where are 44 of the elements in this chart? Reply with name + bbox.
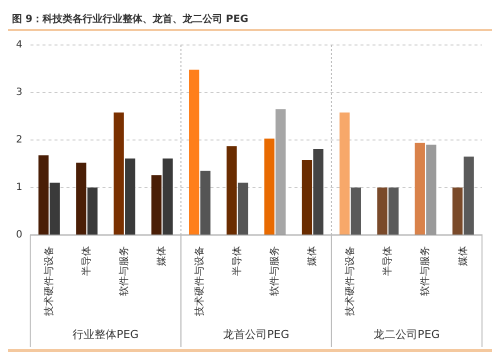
x-tick-label: 半导体 [382, 246, 394, 276]
bar [125, 158, 136, 234]
bar [388, 188, 399, 234]
x-tick-label: 技术硬件与设备 [344, 246, 356, 317]
x-tick-label: 媒体 [156, 246, 168, 266]
text: 龙首公司PEG [223, 328, 290, 341]
x-tick-label: 媒体 [456, 246, 469, 266]
chart-title: 图 9：科技类各行业行业整体、龙首、龙二公司 PEG [8, 8, 492, 31]
bar [414, 142, 425, 234]
bar [87, 188, 98, 234]
bar [151, 175, 162, 234]
y-tick-label: 3 [16, 87, 22, 98]
x-tick-label: 技术硬件与设备 [42, 246, 55, 317]
y-tick-label: 4 [16, 40, 22, 51]
bar [464, 156, 474, 234]
bar [302, 160, 312, 234]
bar [340, 112, 350, 234]
bar [313, 149, 324, 234]
x-tick-label: 软件与服务 [419, 246, 432, 296]
x-tick-label: 技术硬件与设备 [193, 246, 206, 317]
bar [76, 162, 86, 234]
y-tick-label: 1 [16, 182, 22, 194]
bar [162, 158, 173, 234]
bar [377, 188, 388, 234]
y-tick-label: 2 [16, 134, 22, 146]
text: 龙二公司PEG [374, 328, 440, 341]
y-tick-label: 0 [16, 230, 22, 241]
x-tick-label: 媒体 [306, 246, 318, 266]
bar [189, 70, 200, 234]
bar [200, 170, 210, 234]
x-tick-label: 半导体 [80, 246, 92, 276]
x-tick-label: 软件与服务 [268, 246, 281, 296]
bar [350, 188, 361, 234]
x-tick-label: 软件与服务 [118, 246, 130, 296]
bar [114, 112, 124, 234]
text: 行业整体PEG [72, 328, 139, 341]
bar [226, 146, 237, 234]
bar [238, 182, 248, 234]
bar [50, 182, 60, 234]
bar [38, 155, 49, 234]
bar [264, 138, 274, 234]
x-tick-label: 半导体 [230, 246, 243, 276]
bar [452, 188, 463, 234]
bar [276, 109, 286, 234]
